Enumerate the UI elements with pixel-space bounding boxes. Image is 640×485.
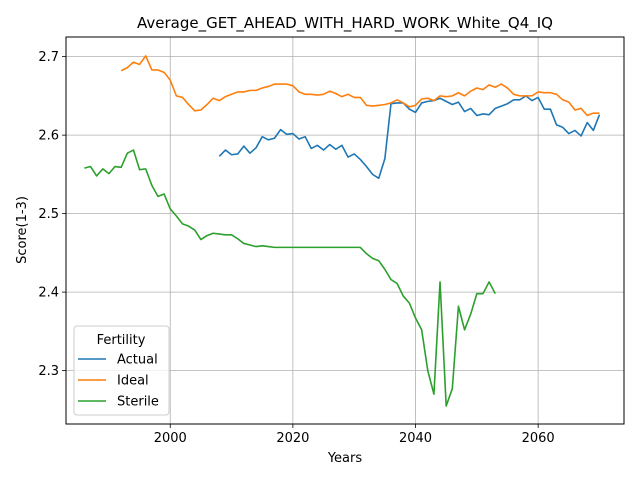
x-tick-label: 2000 [154,431,187,446]
tick-layer: 2000 2020 2040 2060 2.3 2.4 2.5 2.6 2.7 [38,50,554,446]
legend-label-sterile: Sterile [117,395,159,410]
series-line-ideal [120,55,600,117]
legend-entries: Actual Ideal Sterile [78,353,159,410]
y-tick-label: 2.7 [38,50,59,65]
legend-label-actual: Actual [117,353,158,368]
legend-box [73,325,170,416]
legend-title: Fertility [97,333,146,348]
y-axis-label: Score(1-3) [15,196,30,264]
plot-frame [65,36,625,425]
legend: Fertility Actual Ideal Sterile [73,325,170,416]
chart-title: Average_GET_AHEAD_WITH_HARD_WORK_White_Q… [137,14,553,33]
series-line-actual [218,95,601,180]
x-tick-label: 2040 [399,431,432,446]
series-layer [84,55,601,407]
y-tick-label: 2.4 [38,286,59,301]
y-tick-label: 2.5 [38,207,59,222]
x-tick-label: 2020 [276,431,309,446]
legend-label-ideal: Ideal [117,374,149,389]
x-tick-label: 2060 [522,431,555,446]
y-tick-label: 2.6 [38,129,59,144]
y-tick-label: 2.3 [38,364,59,379]
series-line-sterile [84,149,496,407]
x-axis-label: Years [327,451,363,466]
